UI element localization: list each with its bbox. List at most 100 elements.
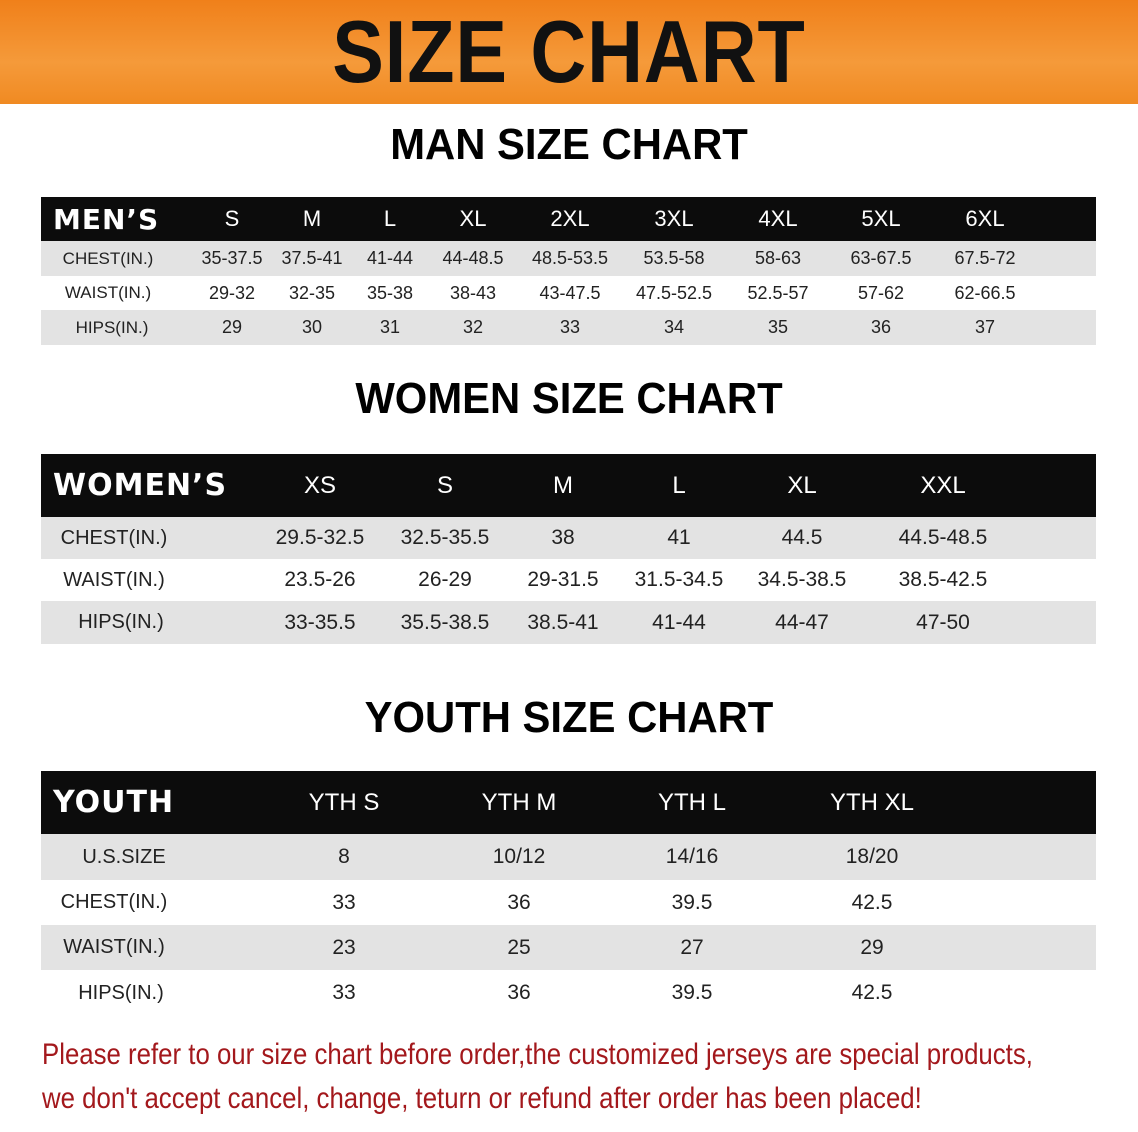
table-cell: 31 bbox=[379, 317, 401, 337]
table-cell: 62-66.5 bbox=[954, 282, 1016, 303]
title-banner: SIZE CHART bbox=[0, 0, 1138, 104]
table-cell: 39.5 bbox=[671, 981, 713, 1004]
table-cell: 35.5-38.5 bbox=[400, 610, 490, 634]
table-row: CHEST(IN.) 33 36 39.5 42.5 bbox=[41, 880, 1096, 925]
table-cell: 33-35.5 bbox=[284, 610, 356, 634]
table-cell: 32-35 bbox=[288, 282, 336, 303]
banner-title: SIZE CHART bbox=[332, 2, 806, 101]
table-cell: 35 bbox=[767, 317, 789, 337]
table-cell: 23 bbox=[332, 935, 356, 959]
table-cell: 32 bbox=[462, 317, 484, 337]
column-header: 5XL bbox=[861, 206, 901, 231]
table-row: CHEST(IN.) 29.5-32.5 32.5-35.5 38 41 44.5 44.5… bbox=[41, 517, 1096, 559]
row-label: WAIST(IN.) bbox=[63, 936, 165, 958]
column-header: S bbox=[436, 471, 454, 499]
table-cell: 38.5-42.5 bbox=[898, 568, 988, 591]
table-row: HIPS(IN.) 33-35.5 35.5-38.5 38.5-41 41-44 44-… bbox=[41, 601, 1096, 644]
table-cell: 34 bbox=[663, 317, 685, 337]
table-cell: 33 bbox=[559, 317, 581, 337]
table-cell: 57-62 bbox=[857, 282, 905, 303]
column-header: M bbox=[553, 471, 573, 499]
table-cell: 34.5-38.5 bbox=[757, 568, 847, 591]
table-cell: 32.5-35.5 bbox=[400, 526, 490, 549]
table-cell: 63-67.5 bbox=[850, 248, 912, 268]
table-cell: 14/16 bbox=[665, 845, 719, 868]
table-cell: 43-47.5 bbox=[539, 282, 601, 303]
column-header: XS bbox=[303, 471, 337, 499]
table-cell: 47.5-52.5 bbox=[635, 282, 713, 303]
table-cell: 27 bbox=[680, 935, 704, 959]
notice-line-2: we don't accept cancel, change, teturn o… bbox=[42, 1082, 922, 1115]
column-header: YTH L bbox=[657, 788, 727, 816]
column-header: S bbox=[224, 206, 240, 231]
row-label: CHEST(IN.) bbox=[60, 891, 168, 913]
column-header: 2XL bbox=[550, 206, 590, 231]
table-header: MEN’S S M L XL 2XL 3XL 4XL 5XL 6XL bbox=[41, 197, 1096, 241]
table-cell: 33 bbox=[332, 890, 356, 914]
row-label: WAIST(IN.) bbox=[64, 283, 152, 302]
youth-section-title: YOUTH SIZE CHART bbox=[364, 693, 774, 742]
table-cell: 47-50 bbox=[916, 610, 970, 634]
table-cell: 39.5 bbox=[671, 890, 713, 914]
table-cell: 52.5-57 bbox=[747, 282, 809, 303]
table-cell: 37.5-41 bbox=[281, 248, 343, 268]
row-label: HIPS(IN.) bbox=[78, 981, 164, 1004]
table-row: WAIST(IN.) 29-32 32-35 35-38 38-43 43-47.5 47.… bbox=[41, 276, 1096, 310]
column-header: L bbox=[383, 206, 397, 231]
table-cell: 67.5-72 bbox=[954, 248, 1016, 268]
table-row: CHEST(IN.) 35-37.5 37.5-41 41-44 44-48.5 48.5… bbox=[41, 241, 1096, 276]
notice-line-1: Please refer to our size chart before or… bbox=[42, 1038, 1033, 1071]
table-cell: 36 bbox=[507, 890, 531, 914]
column-header: 4XL bbox=[758, 206, 798, 231]
table-row: HIPS(IN.) 33 36 39.5 42.5 bbox=[41, 970, 1096, 1016]
header-label: YOUTH bbox=[53, 785, 175, 820]
table-cell: 35-37.5 bbox=[201, 248, 263, 268]
table-cell: 41-44 bbox=[652, 610, 706, 634]
table-cell: 44.5 bbox=[781, 526, 823, 549]
table-cell: 42.5 bbox=[851, 981, 893, 1004]
table-cell: 38-43 bbox=[449, 282, 497, 303]
table-cell: 53.5-58 bbox=[643, 248, 705, 268]
column-header: XL bbox=[459, 206, 487, 231]
table-cell: 29.5-32.5 bbox=[275, 526, 365, 549]
table-cell: 48.5-53.5 bbox=[531, 248, 609, 268]
table-cell: 35-38 bbox=[366, 282, 414, 303]
youth-size-table: YOUTH YTH S YTH M YTH L YTH XL U.S.SIZE 8 10/12… bbox=[41, 771, 1096, 1016]
table-cell: 44.5-48.5 bbox=[898, 526, 988, 549]
table-cell: 38.5-41 bbox=[527, 610, 599, 634]
men-size-table: MEN’S S M L XL 2XL 3XL 4XL 5XL 6XL CHEST(IN.) 35-37… bbox=[41, 197, 1096, 345]
table-row: WAIST(IN.) 23 25 27 29 bbox=[41, 925, 1096, 970]
column-header: YTH S bbox=[308, 788, 380, 816]
header-label: MEN’S bbox=[53, 202, 160, 236]
row-label: CHEST(IN.) bbox=[62, 248, 154, 268]
column-header: L bbox=[672, 471, 686, 499]
table-cell: 29-32 bbox=[208, 282, 256, 303]
table-cell: 33 bbox=[332, 981, 356, 1004]
column-header: XL bbox=[787, 471, 817, 499]
table-cell: 36 bbox=[870, 317, 892, 337]
column-header: YTH M bbox=[481, 788, 557, 816]
table-cell: 29 bbox=[221, 317, 243, 337]
table-cell: 58-63 bbox=[754, 248, 802, 268]
table-cell: 38 bbox=[551, 526, 575, 549]
table-cell: 36 bbox=[507, 981, 531, 1004]
header-label: WOMEN’S bbox=[53, 468, 228, 503]
row-label: HIPS(IN.) bbox=[75, 317, 149, 337]
table-cell: 23.5-26 bbox=[284, 568, 356, 591]
column-header: 6XL bbox=[965, 206, 1005, 231]
column-header: M bbox=[302, 206, 322, 231]
table-cell: 30 bbox=[301, 317, 323, 337]
column-header: XXL bbox=[920, 471, 966, 499]
table-cell: 44-47 bbox=[775, 610, 829, 634]
women-size-table: WOMEN’S XS S M L XL XXL CHEST(IN.) 29.5-32.5 32.5… bbox=[41, 454, 1096, 644]
row-label: U.S.SIZE bbox=[82, 845, 166, 868]
table-cell: 8 bbox=[338, 845, 350, 868]
table-cell: 25 bbox=[507, 935, 531, 959]
table-cell: 29-31.5 bbox=[527, 568, 599, 591]
table-cell: 26-29 bbox=[418, 568, 472, 591]
table-header: YOUTH YTH S YTH M YTH L YTH XL bbox=[41, 771, 1096, 834]
table-cell: 31.5-34.5 bbox=[634, 568, 724, 591]
table-cell: 41 bbox=[667, 526, 691, 549]
table-cell: 18/20 bbox=[845, 845, 899, 868]
